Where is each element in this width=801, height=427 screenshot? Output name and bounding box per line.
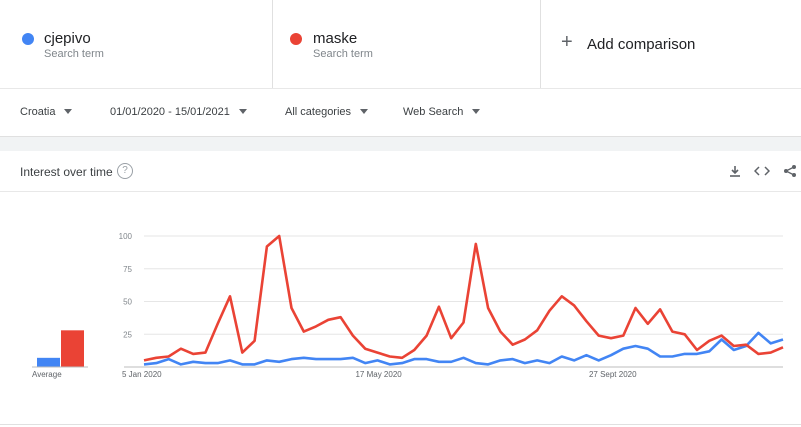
y-tick-label: 25 [123, 330, 132, 339]
average-bar-cjepivo [37, 357, 60, 367]
help-icon[interactable]: ? [117, 163, 133, 179]
term-subtitle: Search term [313, 48, 373, 60]
add-comparison-button[interactable]: + Add comparison [541, 0, 801, 88]
search-term-cjepivo[interactable]: cjepivo Search term [0, 0, 273, 88]
y-tick-label: 50 [123, 298, 132, 307]
term-name[interactable]: maske [313, 30, 358, 47]
average-label: Average [32, 370, 62, 379]
filter-bar: Croatia 01/01/2020 - 15/01/2021 All cate… [0, 88, 801, 137]
share-icon[interactable] [780, 161, 800, 181]
date-range-label: 01/01/2020 - 15/01/2021 [110, 106, 230, 118]
series-color-dot [290, 33, 302, 45]
x-tick-label: 5 Jan 2020 [122, 370, 162, 379]
card-title: Interest over time [20, 165, 113, 179]
date-range-dropdown[interactable]: 01/01/2020 - 15/01/2021 [110, 106, 247, 118]
term-subtitle: Search term [44, 48, 104, 60]
plus-icon: + [561, 31, 573, 53]
y-tick-label: 75 [123, 265, 132, 274]
x-tick-label: 27 Sept 2020 [589, 370, 637, 379]
term-name[interactable]: cjepivo [44, 30, 91, 47]
bottom-divider [0, 424, 801, 425]
y-tick-label: 100 [119, 232, 133, 241]
search-type-label: Web Search [403, 106, 464, 118]
search-term-maske[interactable]: maske Search term [273, 0, 541, 88]
caret-down-icon [472, 108, 481, 114]
x-tick-label: 17 May 2020 [355, 370, 402, 379]
series-line-maske [143, 234, 784, 362]
caret-down-icon [64, 108, 73, 114]
search-terms-bar: cjepivo Search term maske Search term + … [0, 0, 801, 89]
section-divider [0, 137, 801, 151]
category-dropdown[interactable]: All categories [285, 106, 369, 118]
interest-over-time-header: Interest over time ? [0, 151, 801, 192]
caret-down-icon [238, 108, 247, 114]
series-color-dot [22, 33, 34, 45]
category-label: All categories [285, 106, 352, 118]
region-dropdown[interactable]: Croatia [20, 106, 73, 118]
series-line-cjepivo [143, 331, 784, 366]
download-icon[interactable] [725, 161, 745, 181]
average-bar-maske [61, 330, 84, 367]
search-type-dropdown[interactable]: Web Search [403, 106, 481, 118]
caret-down-icon [360, 108, 369, 114]
interest-over-time-chart[interactable]: 25 50 75 100 5 Jan 2020 17 May 2020 27 Sept 2… [0, 192, 801, 427]
add-comparison-label: Add comparison [587, 36, 696, 53]
region-label: Croatia [20, 106, 56, 118]
embed-icon[interactable] [752, 161, 772, 181]
